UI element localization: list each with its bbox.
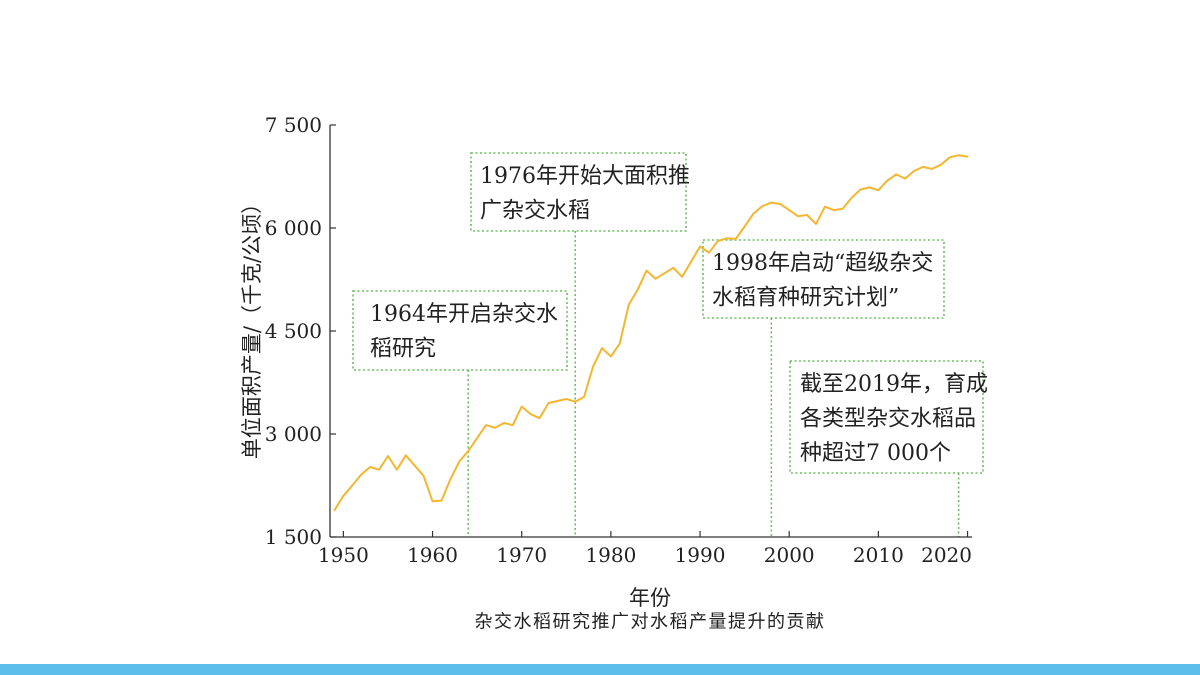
y-tick-label: 6 000 [265, 216, 322, 240]
x-tick-label: 1970 [496, 543, 547, 567]
x-tick-label: 1980 [585, 543, 636, 567]
annotations-layer: 1964年开启杂交水稻研究1976年开始大面积推广杂交水稻1998年启动“超级杂… [352, 152, 988, 537]
annotation-text-line: 1976年开始大面积推 [480, 164, 690, 189]
bottom-accent-bar [0, 664, 1200, 675]
annotation-text-line: 各类型杂交水稻品 [800, 407, 976, 432]
y-tick-label: 7 500 [265, 113, 322, 137]
annotation-text-line: 种超过7 000个 [800, 441, 951, 466]
annotation-box [702, 239, 945, 319]
annotation-text-line: 广杂交水稻 [480, 199, 590, 224]
x-tick-label: 2010 [853, 543, 904, 567]
annotation-text-line: 稻研究 [370, 337, 436, 362]
x-ticks: 1950 1960 1970 1980 1990 2000 2010 2020 [318, 531, 972, 567]
y-tick-label: 4 500 [265, 319, 322, 343]
yield-line [333, 154, 969, 512]
annotation-text-line: 水稻育种研究计划” [712, 286, 899, 311]
y-tick-label: 3 000 [265, 422, 322, 446]
x-tick-label: 2020 [921, 543, 972, 567]
annotation-text-line: 1964年开启杂交水 [370, 302, 558, 327]
annotation-box [470, 152, 687, 232]
x-axis-title: 年份 [629, 586, 671, 610]
annotation-text-line: 1998年启动“超级杂交 [712, 251, 933, 276]
annotation-text-line: 截至2019年，育成 [800, 372, 988, 397]
y-axis-title: 单位面积产量/（千克/公顷） [240, 193, 264, 459]
chart-caption: 杂交水稻研究推广对水稻产量提升的贡献 [475, 612, 826, 633]
x-tick-label: 1960 [407, 543, 458, 567]
annotation-box [352, 290, 568, 371]
x-tick-label: 1990 [675, 543, 726, 567]
x-tick-label: 2000 [764, 543, 815, 567]
annotation-box [789, 360, 984, 474]
y-ticks: 1 500 3 000 4 500 6 000 7 500 [265, 113, 336, 549]
y-tick-label: 1 500 [265, 525, 322, 549]
x-tick-label: 1950 [318, 543, 369, 567]
